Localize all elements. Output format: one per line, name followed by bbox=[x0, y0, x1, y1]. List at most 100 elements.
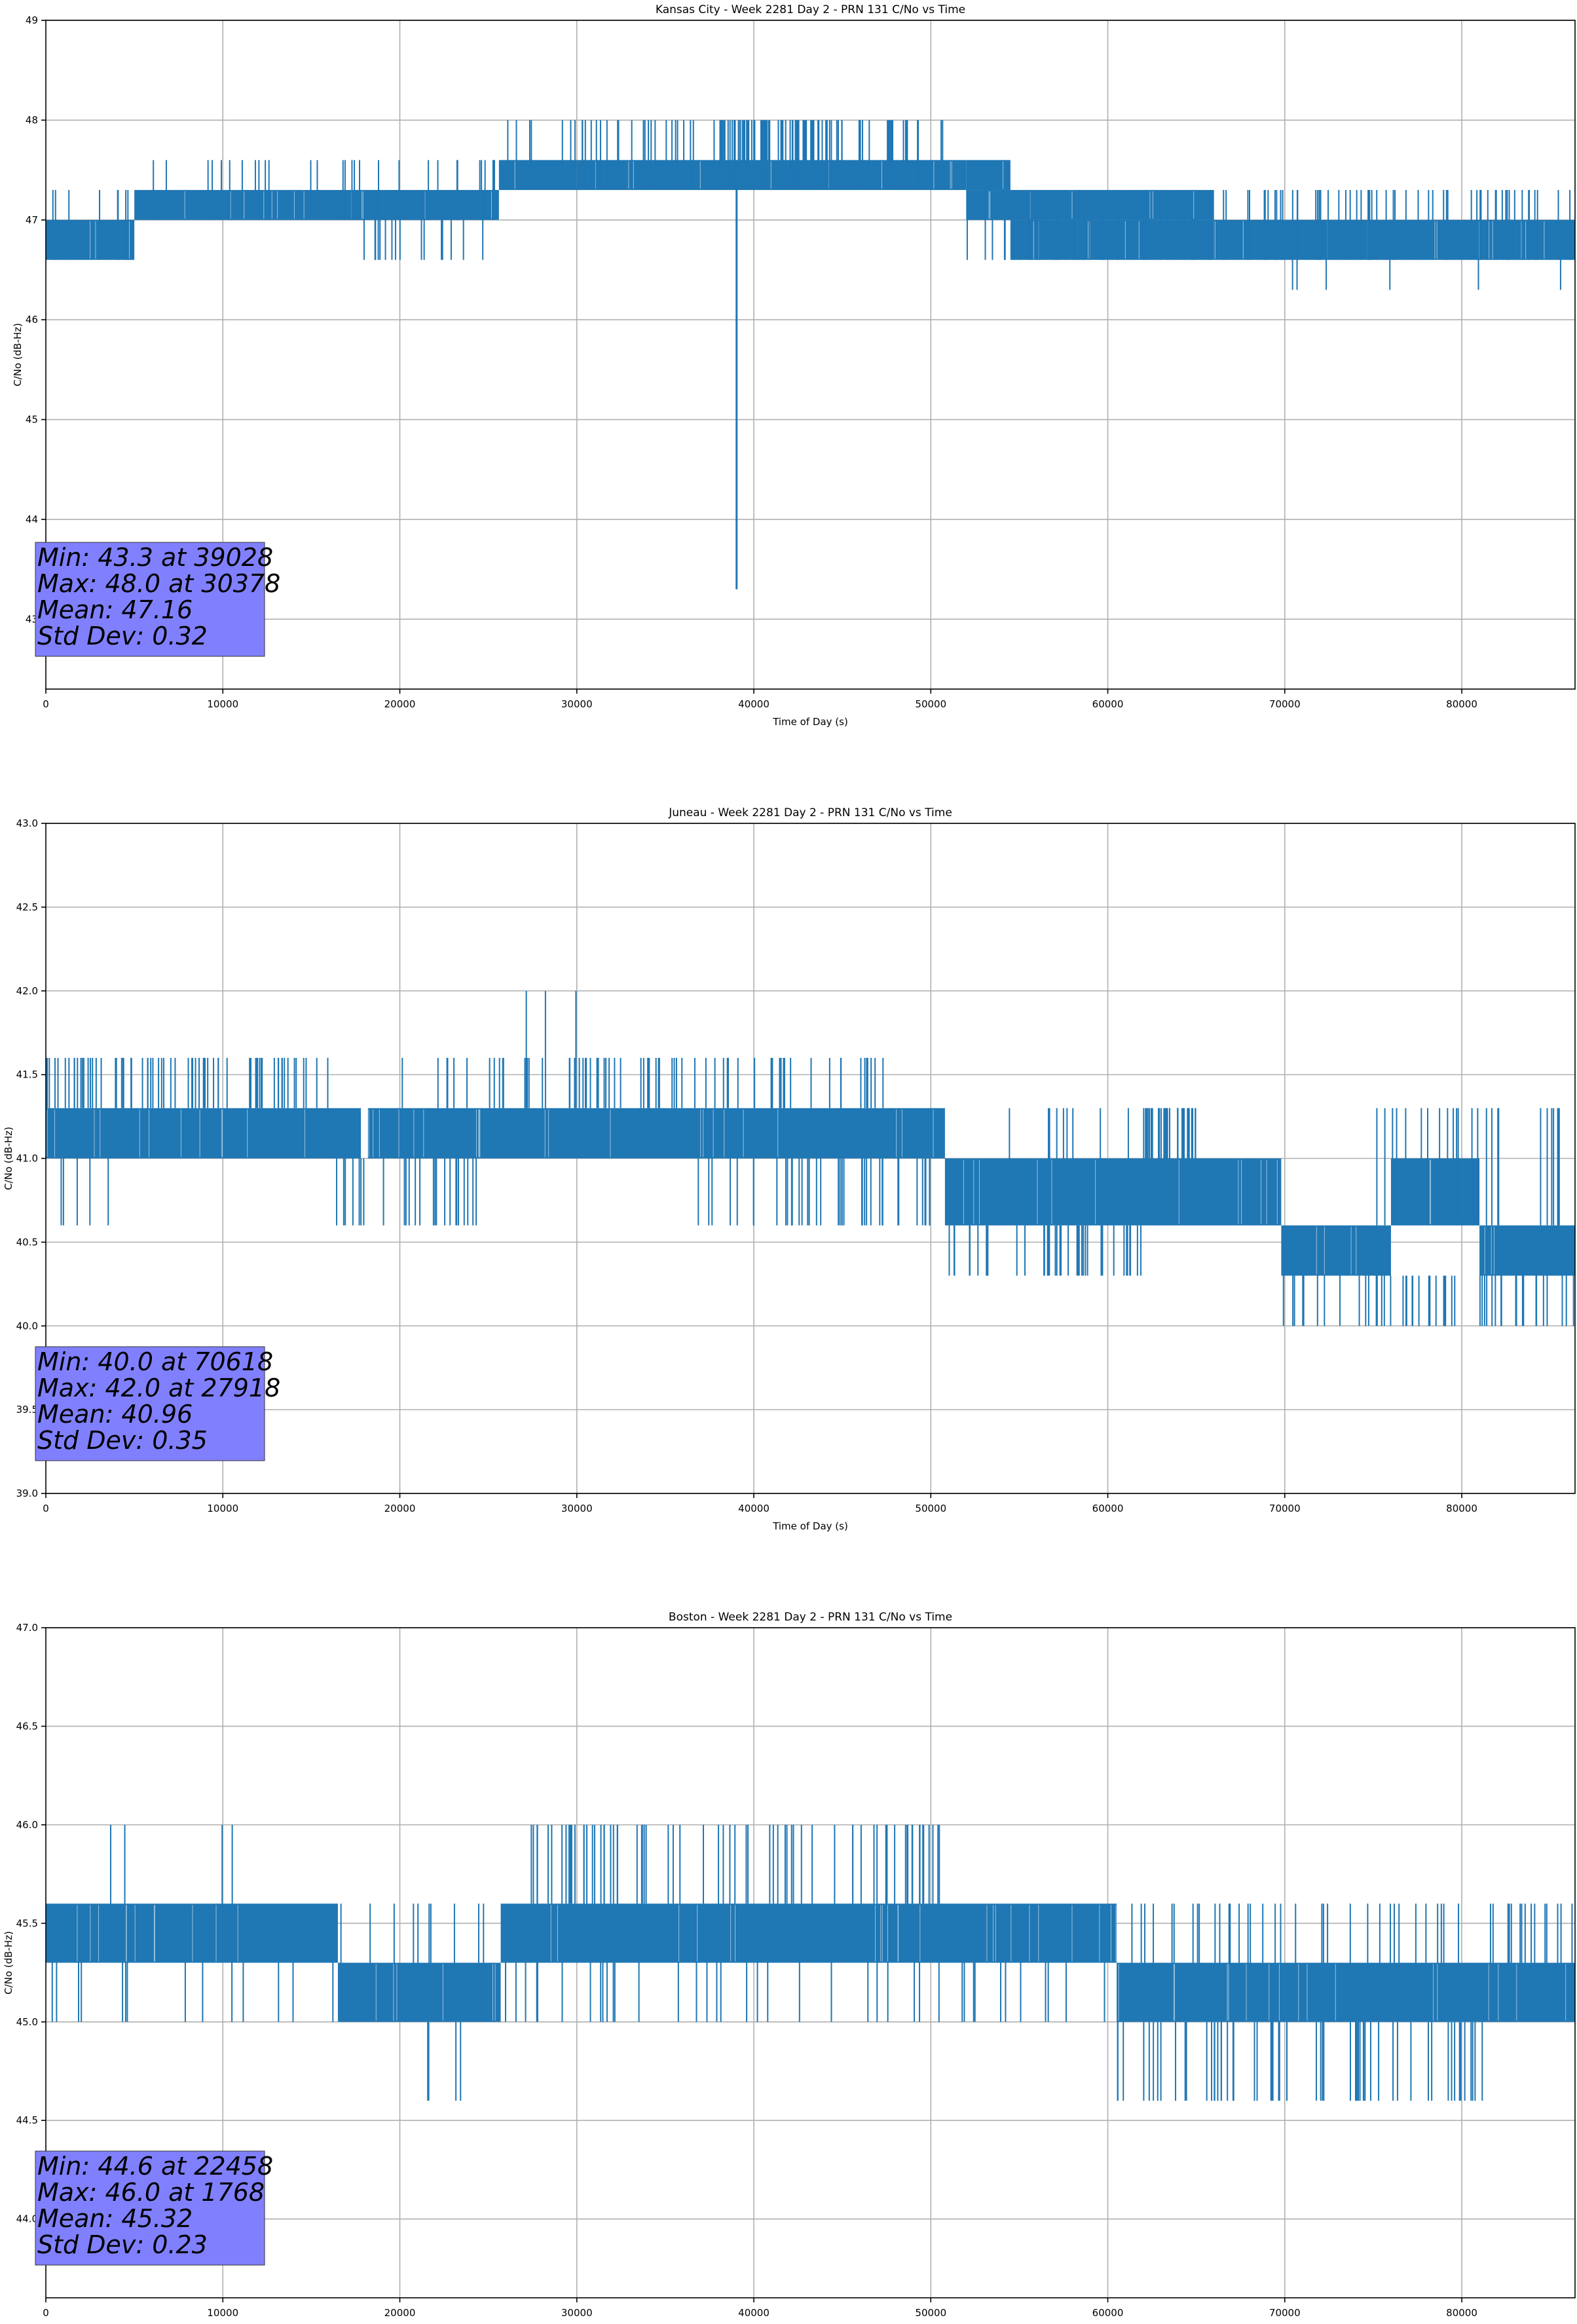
stats-line: Max: 48.0 at 30378 bbox=[37, 569, 280, 598]
y-tick-label: 42.5 bbox=[16, 901, 38, 913]
x-tick-label: 0 bbox=[43, 2307, 49, 2319]
y-tick-label: 47 bbox=[26, 214, 38, 226]
chart-panel-1: 0 10000 20000 30000 40000 50000 60000 70000 8000… bbox=[12, 3, 1576, 728]
data-band bbox=[337, 1962, 501, 2022]
y-tick-label: 44.5 bbox=[16, 2114, 38, 2126]
x-tick-label: 60000 bbox=[1092, 1503, 1124, 1514]
stats-box-bg bbox=[35, 542, 265, 657]
data-band bbox=[46, 1108, 362, 1159]
y-tick-label: 44 bbox=[26, 514, 38, 525]
x-tick-label: 70000 bbox=[1269, 1503, 1301, 1514]
x-tick-label: 10000 bbox=[207, 1503, 238, 1514]
chart-title: Juneau - Week 2281 Day 2 - PRN 131 C/No … bbox=[668, 806, 952, 819]
x-tick-label: 40000 bbox=[738, 1503, 770, 1514]
stats-line: Std Dev: 0.35 bbox=[37, 1426, 208, 1455]
stats-line: Std Dev: 0.32 bbox=[37, 622, 208, 650]
y-tick-label: 45.5 bbox=[16, 1917, 38, 1929]
x-tick-label: 30000 bbox=[561, 698, 593, 710]
stats-line: Std Dev: 0.23 bbox=[37, 2230, 208, 2259]
stats-line: Mean: 45.32 bbox=[37, 2204, 193, 2233]
y-tick-label: 42.0 bbox=[16, 985, 38, 997]
y-tick-label: 43.0 bbox=[16, 817, 38, 829]
x-axis: 0 10000 20000 30000 40000 50000 60000 70000 8000… bbox=[43, 1493, 1477, 1532]
chart-title: Kansas City - Week 2281 Day 2 - PRN 131 … bbox=[656, 3, 965, 16]
y-tick-label: 39.0 bbox=[16, 1488, 38, 1499]
data-band bbox=[966, 160, 1011, 191]
y-axis-label: C/No (dB-Hz) bbox=[12, 323, 24, 386]
x-tick-label: 70000 bbox=[1269, 2307, 1301, 2319]
chart-title: Boston - Week 2281 Day 2 - PRN 131 C/No … bbox=[669, 1611, 952, 1624]
x-tick-label: 20000 bbox=[384, 1503, 416, 1514]
x-tick-label: 50000 bbox=[915, 2307, 946, 2319]
x-axis-label: Time of Day (s) bbox=[772, 716, 848, 728]
stats-line: Mean: 40.96 bbox=[37, 1400, 193, 1429]
data-band bbox=[367, 1108, 945, 1159]
stats-line: Min: 44.6 at 22458 bbox=[37, 2152, 273, 2181]
data-band bbox=[1390, 1158, 1480, 1226]
y-axis-label: C/No (dB-Hz) bbox=[3, 1931, 14, 1995]
data-band bbox=[1281, 1225, 1391, 1276]
series-line bbox=[46, 120, 1575, 590]
y-tick-label: 45 bbox=[26, 414, 38, 426]
y-tick-label: 46.0 bbox=[16, 1819, 38, 1831]
data-band bbox=[576, 160, 967, 191]
x-tick-label: 80000 bbox=[1446, 1503, 1477, 1514]
y-axis: 44.0 44.5 45.0 45.5 46.0 46.5 47.0 C/No (dB-Hz) bbox=[3, 1622, 46, 2225]
stats-box-bg bbox=[35, 2150, 265, 2266]
y-tick-label: 45.0 bbox=[16, 2016, 38, 2028]
y-axis-label: C/No (dB-Hz) bbox=[3, 1127, 14, 1190]
x-tick-label: 20000 bbox=[384, 698, 416, 710]
stats-line: Min: 40.0 at 70618 bbox=[37, 1347, 273, 1376]
data-band bbox=[1117, 1962, 1575, 2022]
y-tick-label: 40.0 bbox=[16, 1320, 38, 1332]
x-axis: 0 10000 20000 30000 40000 50000 60000 70000 8000… bbox=[43, 689, 1477, 728]
x-tick-label: 50000 bbox=[915, 1503, 946, 1514]
data-band bbox=[966, 190, 1214, 220]
axes-frame bbox=[45, 20, 1576, 690]
x-tick-label: 50000 bbox=[915, 698, 946, 710]
x-tick-label: 40000 bbox=[738, 698, 770, 710]
axes-frame bbox=[45, 1627, 1576, 2298]
data-band bbox=[1479, 1225, 1575, 1276]
y-axis: 43 44 45 46 47 48 49 C/No (dB-Hz) bbox=[12, 14, 46, 625]
stats-line: Max: 42.0 at 27918 bbox=[37, 1374, 280, 1402]
data-band bbox=[500, 1903, 1117, 1963]
y-tick-label: 41.5 bbox=[16, 1069, 38, 1081]
x-axis: 0 10000 20000 30000 40000 50000 60000 70000 8000… bbox=[43, 2298, 1477, 2319]
series-line bbox=[46, 990, 1575, 1326]
x-tick-label: 80000 bbox=[1446, 698, 1477, 710]
x-tick-label: 60000 bbox=[1092, 2307, 1124, 2319]
y-tick-label: 47.0 bbox=[16, 1622, 38, 1634]
y-tick-label: 46.5 bbox=[16, 1720, 38, 1732]
stats-line: Max: 46.0 at 1768 bbox=[37, 2178, 265, 2207]
stats-line: Mean: 47.16 bbox=[37, 595, 193, 624]
data-band bbox=[498, 160, 577, 191]
x-tick-label: 30000 bbox=[561, 1503, 593, 1514]
x-tick-label: 20000 bbox=[384, 2307, 416, 2319]
stats-line: Min: 43.3 at 39028 bbox=[37, 543, 273, 572]
data-band bbox=[46, 1903, 338, 1963]
x-tick-label: 30000 bbox=[561, 2307, 593, 2319]
x-tick-label: 60000 bbox=[1092, 698, 1124, 710]
y-tick-label: 43 bbox=[26, 613, 38, 625]
chart-panel-3: 0 10000 20000 30000 40000 50000 60000 70000 8000… bbox=[3, 1611, 1576, 2319]
series-line bbox=[46, 1824, 1575, 2101]
y-tick-label: 44.0 bbox=[16, 2213, 38, 2225]
y-axis: 39.0 39.5 40.0 40.5 41.0 41.5 42.0 42.5 43.0 C/No… bbox=[3, 817, 46, 1499]
x-tick-label: 10000 bbox=[207, 2307, 238, 2319]
x-tick-label: 80000 bbox=[1446, 2307, 1477, 2319]
x-tick-label: 70000 bbox=[1269, 698, 1301, 710]
stats-box-bg bbox=[35, 1346, 265, 1461]
chart-panel-2: 0 10000 20000 30000 40000 50000 60000 70000 8000… bbox=[3, 806, 1576, 1532]
data-band bbox=[944, 1158, 1282, 1226]
x-tick-label: 10000 bbox=[207, 698, 238, 710]
x-tick-label: 40000 bbox=[738, 2307, 770, 2319]
y-tick-label: 46 bbox=[26, 314, 38, 326]
y-tick-label: 40.5 bbox=[16, 1236, 38, 1248]
x-tick-label: 0 bbox=[43, 1503, 49, 1514]
y-tick-label: 39.5 bbox=[16, 1404, 38, 1415]
